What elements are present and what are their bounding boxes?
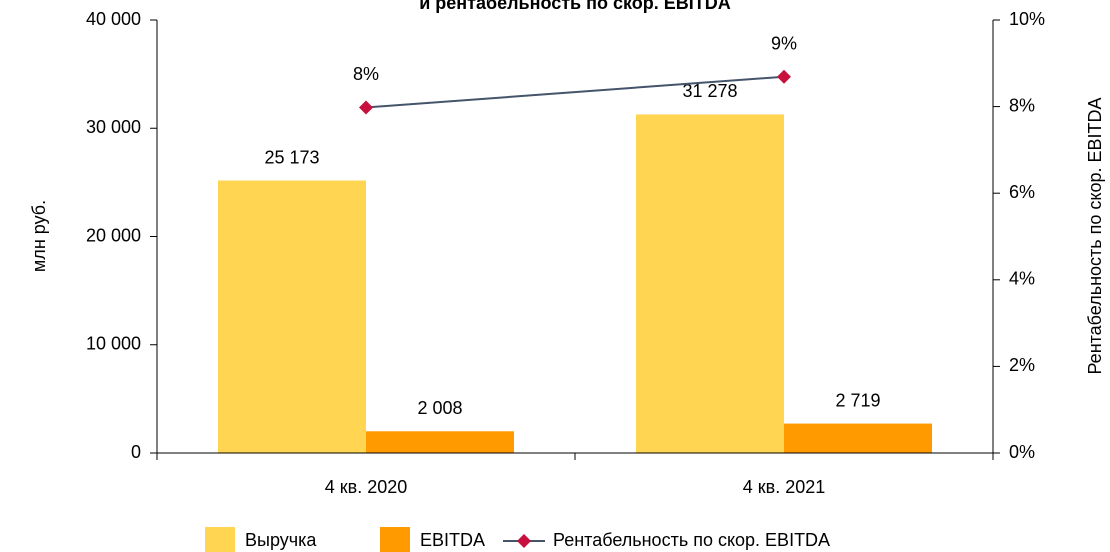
bar-value-label: 2 008	[417, 398, 462, 418]
legend-swatch	[205, 527, 235, 552]
y-axis-label: млн руб.	[29, 200, 49, 272]
line-marker	[359, 100, 373, 115]
legend-label: Рентабельность по скор. EBITDA	[553, 530, 830, 550]
line-marker	[777, 69, 791, 84]
y2-axis-label: Рентабельность по скор. EBITDA	[1085, 97, 1105, 374]
y-tick-label: 40 000	[86, 9, 141, 29]
y2-tick-label: 10%	[1009, 9, 1045, 29]
y-tick-label: 10 000	[86, 334, 141, 354]
chart-title: и рентабельность по скор. EBITDA	[419, 0, 731, 13]
y2-tick-label: 2%	[1009, 355, 1035, 375]
bar	[636, 114, 784, 453]
y-tick-label: 0	[131, 442, 141, 462]
bar-value-label: 31 278	[682, 81, 737, 101]
bar-value-label: 25 173	[264, 147, 319, 167]
y2-tick-label: 0%	[1009, 442, 1035, 462]
y2-tick-label: 8%	[1009, 95, 1035, 115]
bar	[366, 431, 514, 453]
bar-value-label: 2 719	[835, 390, 880, 410]
legend-label: EBITDA	[420, 530, 485, 550]
y2-tick-label: 6%	[1009, 182, 1035, 202]
y2-tick-label: 4%	[1009, 269, 1035, 289]
bar	[784, 423, 932, 453]
legend-marker	[517, 534, 531, 548]
x-tick-label: 4 кв. 2021	[743, 477, 826, 497]
line-value-label: 9%	[771, 33, 797, 53]
bar	[218, 180, 366, 454]
legend-swatch	[380, 527, 410, 552]
line-value-label: 8%	[353, 64, 379, 84]
line	[365, 75, 785, 109]
y-tick-label: 30 000	[86, 117, 141, 137]
y-tick-label: 20 000	[86, 225, 141, 245]
x-tick-label: 4 кв. 2020	[325, 477, 408, 497]
legend-label: Выручка	[245, 530, 317, 550]
